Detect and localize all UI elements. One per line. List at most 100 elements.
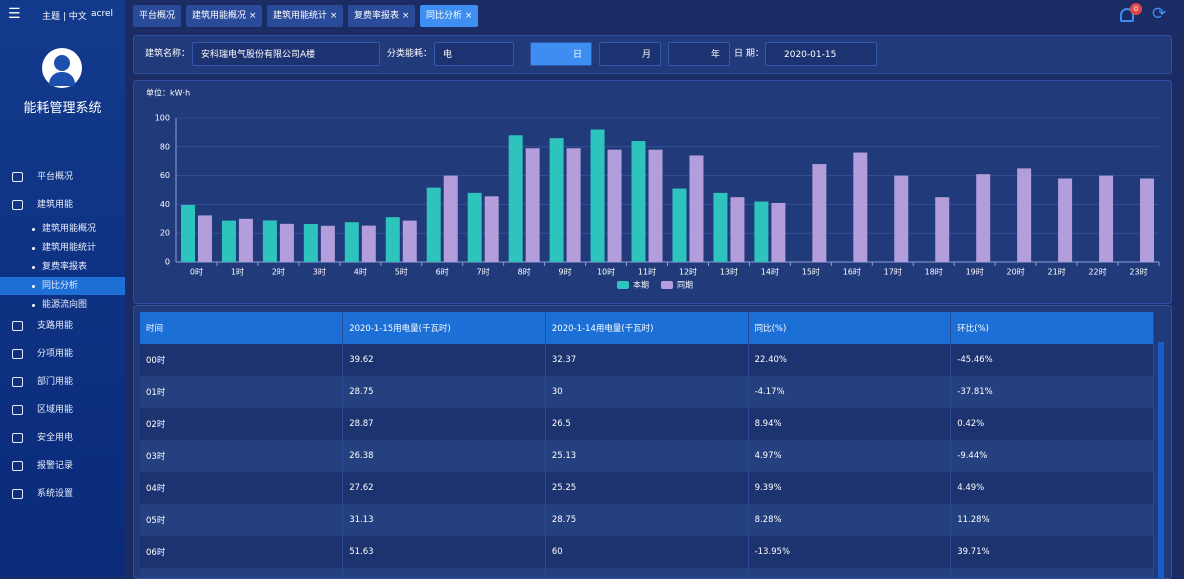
table-panel: 时间 2020-1-15用电量(千瓦时) 2020-1-14用电量(千瓦时) 同比(%… (133, 305, 1172, 579)
building-select[interactable]: 安科瑞电气股份有限公司A楼 (192, 42, 380, 66)
x-tick-label: 9时 (559, 267, 572, 277)
bar (279, 223, 294, 262)
x-tick-label: 0时 (190, 267, 203, 277)
date-input[interactable]: 2020-01-15 (765, 42, 877, 66)
legend-swatch[interactable] (617, 281, 629, 289)
table-cell: 06时 (140, 536, 344, 568)
menu-item[interactable]: 部门用能 (37, 377, 74, 387)
x-tick-label: 16时 (843, 267, 861, 277)
day-button[interactable]: 日 (530, 42, 592, 66)
unit-label: 单位：kW·h (146, 88, 190, 98)
submenu-item[interactable]: 建筑用能概况 (42, 224, 97, 234)
tab[interactable]: 建筑用能概况 × (186, 5, 263, 27)
legend-swatch[interactable] (661, 281, 673, 289)
tab[interactable]: 复费率报表 × (348, 5, 416, 27)
bar (672, 188, 687, 262)
bar (303, 224, 318, 262)
x-tick-label: 23时 (1129, 267, 1147, 277)
tab[interactable]: 建筑用能统计 × (267, 5, 344, 27)
submenu-item[interactable]: 复费率报表 (42, 262, 88, 272)
x-tick-label: 1时 (231, 267, 244, 277)
refresh-icon[interactable]: ⟳ (1152, 4, 1167, 24)
table-cell: 28.87 (342, 408, 546, 440)
bar (320, 225, 335, 262)
table-row: 05时 31.13 28.75 8.28% 11.28% (140, 504, 1154, 536)
tab[interactable]: 同比分析 × (420, 5, 479, 27)
table-cell: 11.28% (950, 504, 1154, 536)
menu-icon (12, 461, 23, 471)
table-cell: 4.97% (748, 440, 952, 472)
bullet (32, 228, 35, 231)
table-cell: 26.38 (342, 440, 546, 472)
table-row: 06时 51.63 60 -13.95% 39.71% (140, 536, 1154, 568)
x-tick-label: 17时 (884, 267, 902, 277)
table-cell: 8.94% (748, 408, 952, 440)
menu-toggle[interactable]: ☰ (8, 6, 21, 22)
y-tick-label: 80 (160, 142, 170, 151)
x-tick-label: 11时 (638, 267, 656, 277)
table-cell: 4.49% (950, 472, 1154, 504)
bar (221, 220, 236, 262)
bar (631, 141, 646, 262)
table-row: 01时 28.75 30 -4.17% -37.81% (140, 376, 1154, 408)
bar (1099, 175, 1114, 262)
bar (467, 192, 482, 262)
legend-label[interactable]: 本期 (633, 280, 649, 290)
bell-icon[interactable] (1120, 8, 1134, 22)
legend-label[interactable]: 同期 (677, 281, 693, 290)
table-cell: 04时 (140, 472, 344, 504)
menu-item[interactable]: 区域用能 (37, 405, 74, 415)
bar (1058, 178, 1073, 262)
bar (443, 175, 458, 262)
table-cell: 28.75 (342, 376, 546, 408)
category-select[interactable]: 电 (434, 42, 514, 66)
header-cell: 2020-1-14用电量(千瓦时) (545, 312, 749, 344)
bar (525, 148, 540, 262)
bar (590, 129, 605, 262)
scrollbar[interactable] (1158, 342, 1164, 578)
table-row: 04时 27.62 25.25 9.39% 4.49% (140, 472, 1154, 504)
x-tick-label: 15时 (802, 267, 820, 277)
table-cell: 27.62 (342, 472, 546, 504)
submenu-item[interactable]: 能源流向图 (42, 300, 88, 310)
bar (607, 149, 622, 262)
bar (853, 152, 868, 262)
bar (344, 222, 359, 262)
header-cell: 同比(%) (748, 312, 952, 344)
table-cell: 31.13 (342, 504, 546, 536)
table-cell: 32.37 (545, 344, 749, 376)
y-tick-label: 100 (155, 114, 170, 123)
menu-item[interactable]: 分项用能 (37, 349, 74, 359)
table-cell: 39.62 (342, 344, 546, 376)
menu-item[interactable]: 建筑用能 (37, 200, 74, 210)
app-title: 能耗管理系统 (23, 101, 102, 116)
user-name[interactable]: acrel (91, 9, 114, 19)
menu-item[interactable]: 支路用能 (37, 321, 74, 331)
month-button[interactable]: 月 (599, 42, 661, 66)
table-cell: 25.25 (545, 472, 749, 504)
bar (180, 204, 195, 262)
menu-item[interactable]: 平台概况 (37, 172, 74, 182)
submenu-item[interactable]: 同比分析 (0, 277, 125, 295)
bar (812, 164, 827, 262)
menu-item[interactable]: 安全用电 (37, 433, 74, 443)
bullet (32, 266, 35, 269)
menu-icon (12, 172, 23, 182)
header-row: 时间 2020-1-15用电量(千瓦时) 2020-1-14用电量(千瓦时) 同比(%… (140, 312, 1154, 344)
year-button[interactable]: 年 (668, 42, 730, 66)
table-cell: -45.46% (950, 344, 1154, 376)
submenu-item[interactable]: 建筑用能统计 (42, 243, 97, 253)
theme-lang[interactable]: 主题 | 中文 (42, 12, 87, 22)
tab[interactable]: 平台概况 (133, 5, 182, 27)
bar (713, 192, 728, 262)
x-tick-label: 20时 (1007, 267, 1025, 277)
table-cell: 01时 (140, 376, 344, 408)
bar (238, 218, 253, 262)
bar (566, 148, 581, 262)
menu-icon (12, 433, 23, 443)
menu-item[interactable]: 报警记录 (37, 461, 74, 471)
menu-icon (12, 349, 23, 359)
table-cell: 0.42% (950, 408, 1154, 440)
menu-item[interactable]: 系统设置 (37, 489, 74, 499)
x-tick-label: 5时 (395, 267, 408, 277)
